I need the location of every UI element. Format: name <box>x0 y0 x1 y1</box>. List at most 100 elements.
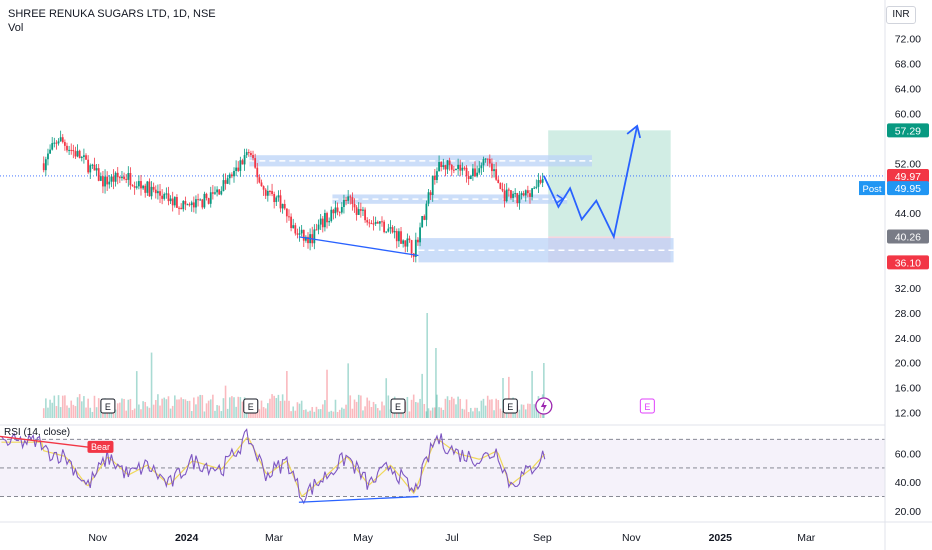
volume-bar <box>461 408 464 418</box>
volume-bar <box>222 398 225 418</box>
rsi-line <box>1 428 546 505</box>
volume-bar <box>315 406 318 418</box>
volume-bar <box>455 404 457 418</box>
candle <box>150 186 153 197</box>
candle <box>463 167 466 169</box>
candle <box>226 178 229 184</box>
candle <box>235 167 238 171</box>
volume-bar <box>425 411 428 418</box>
candle <box>393 231 396 233</box>
candle <box>516 193 519 204</box>
candle <box>106 176 109 185</box>
candle <box>328 221 331 223</box>
volume-bar <box>131 410 134 418</box>
volume-bar <box>387 395 390 418</box>
candle <box>230 174 233 177</box>
volume-bar <box>269 398 271 418</box>
currency-button[interactable]: INR <box>886 6 916 24</box>
volume-indicator-label: Vol <box>8 22 24 34</box>
candle <box>201 199 204 208</box>
price-tick: 64.00 <box>895 84 921 96</box>
candle <box>152 186 155 190</box>
volume-bar <box>362 410 364 418</box>
rsi-tick: 20.00 <box>895 506 921 518</box>
volume-bar <box>469 407 472 418</box>
volume-bar <box>127 399 130 418</box>
candle <box>300 229 303 234</box>
volume-bar <box>49 399 51 418</box>
candle <box>317 224 320 230</box>
volume-bar <box>150 352 153 418</box>
price-trendline <box>298 236 419 257</box>
candle <box>400 231 402 244</box>
volume-bar <box>412 394 415 418</box>
volume-bar <box>467 411 470 418</box>
candle <box>110 176 113 182</box>
volume-bar <box>55 406 58 418</box>
candle <box>355 207 358 215</box>
volume-bar <box>431 407 434 418</box>
price-labels-layer: 57.29 49.97 Post 49.95 40.26 36.10 <box>859 123 929 270</box>
volume-bar <box>527 403 529 418</box>
candle <box>459 164 462 171</box>
candle <box>285 208 288 217</box>
volume-bar <box>345 404 347 418</box>
candle <box>214 192 216 194</box>
candle <box>245 152 248 156</box>
candle <box>165 193 168 195</box>
volume-bar <box>328 411 330 418</box>
volume-bar <box>351 408 354 418</box>
volume-bar <box>205 403 208 418</box>
rsi-trendline <box>298 495 419 503</box>
candle <box>507 189 510 191</box>
volume-bar <box>142 401 144 418</box>
candle <box>104 176 106 187</box>
bear-badge-label: Bear <box>91 442 110 452</box>
candle <box>99 176 102 181</box>
volume-bar <box>360 395 362 418</box>
volume-bar <box>224 385 227 418</box>
volume-bar <box>429 410 432 418</box>
candle <box>376 221 379 224</box>
candle <box>87 159 90 173</box>
volume-bar <box>199 394 201 418</box>
candle <box>440 162 443 167</box>
candle <box>222 180 225 192</box>
volume-spike <box>426 313 428 418</box>
zone-1 <box>332 194 568 204</box>
price-label: 40.26 <box>895 231 921 243</box>
volume-bar <box>154 400 157 418</box>
candle <box>148 181 151 197</box>
volume-bar <box>216 405 218 418</box>
candle <box>395 231 398 242</box>
earnings-marker-label: E <box>248 402 254 412</box>
volume-bar <box>241 401 244 418</box>
volume-bar <box>186 400 189 418</box>
volume-bar <box>87 398 89 418</box>
volume-bar <box>338 409 341 418</box>
candle <box>294 225 297 234</box>
candle <box>486 158 489 160</box>
volume-bar <box>459 398 462 418</box>
candle <box>49 149 51 154</box>
candle <box>228 174 231 179</box>
volume-bar <box>237 396 240 418</box>
candle <box>491 163 493 172</box>
volume-bar <box>480 400 483 418</box>
volume-bar <box>70 400 73 418</box>
volume-bar <box>239 397 242 418</box>
candle <box>279 195 282 209</box>
volume-bar <box>190 411 193 418</box>
candle <box>188 204 191 206</box>
volume-bar <box>518 409 521 418</box>
volume-bar <box>180 397 182 418</box>
volume-bar <box>262 407 265 418</box>
volume-bar <box>434 407 436 418</box>
volume-bar <box>357 394 360 418</box>
price-tick: 52.00 <box>895 158 921 170</box>
volume-bar <box>446 396 449 418</box>
candle <box>334 207 337 214</box>
candle <box>524 190 527 196</box>
